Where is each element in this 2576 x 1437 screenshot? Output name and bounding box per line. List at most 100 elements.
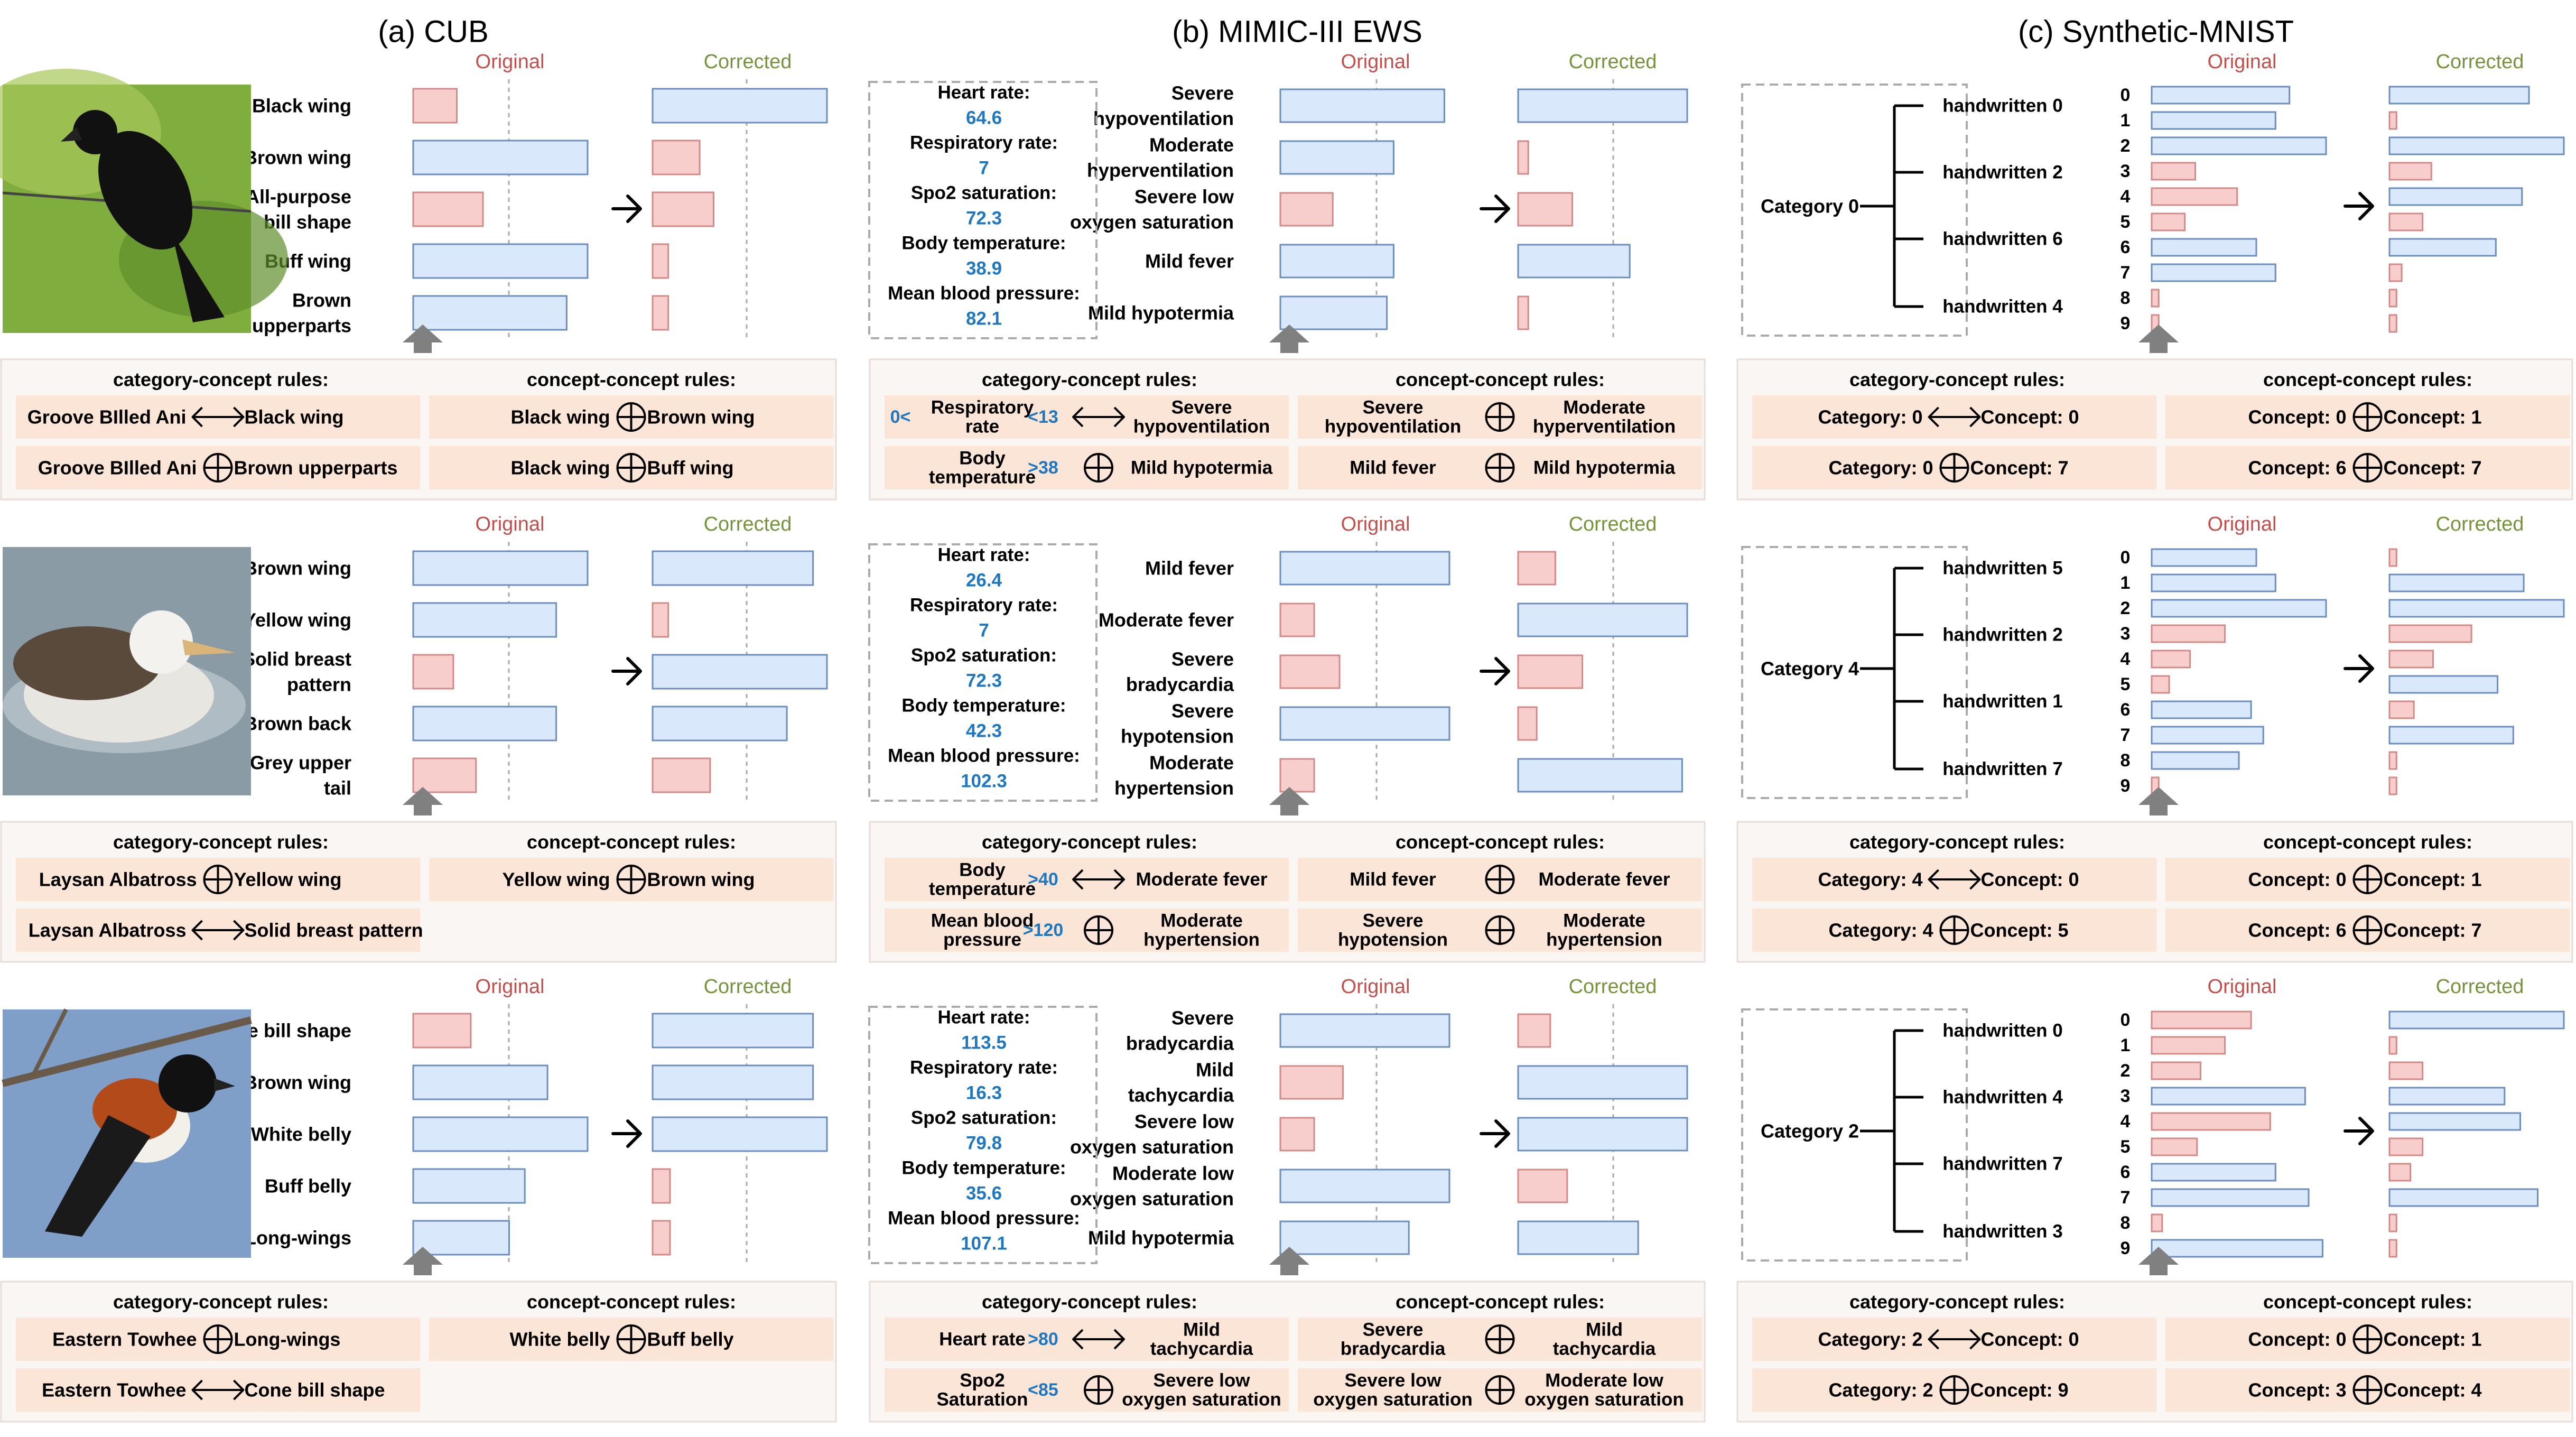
concept-label: Moderate fever xyxy=(1099,609,1234,631)
bird-photo xyxy=(0,69,288,333)
digit-label: 9 xyxy=(2121,1238,2131,1258)
rule-left: Saturation xyxy=(936,1389,1028,1410)
bar-corrected xyxy=(2388,136,2565,155)
corrected-label: Corrected xyxy=(704,513,792,535)
xor-icon xyxy=(203,453,233,483)
bird-wing xyxy=(13,626,161,700)
vital-value: 102.3 xyxy=(961,771,1007,792)
rule-right: Concept: 1 xyxy=(2384,1329,2482,1350)
digit-label: 2 xyxy=(2121,598,2131,618)
rule-left: Concept: 0 xyxy=(2248,406,2346,428)
xor-cross xyxy=(617,403,645,431)
rule-left: Severe low xyxy=(1345,1370,1442,1391)
bar-original xyxy=(2151,1137,2198,1156)
con-rules-title: concept-concept rules: xyxy=(1396,1291,1605,1313)
bar-original xyxy=(2151,162,2196,181)
concept-label: oxygen saturation xyxy=(1070,211,1234,233)
bar-original xyxy=(2151,136,2327,155)
rule-right: Severe xyxy=(1171,397,1232,418)
xor-cross xyxy=(2354,916,2382,944)
handwritten-label: handwritten 3 xyxy=(1942,1221,2063,1242)
vital-name: Heart rate: xyxy=(937,545,1030,565)
bird-photo xyxy=(3,547,251,795)
con-rules-title: concept-concept rules: xyxy=(2263,831,2472,853)
xor-cross xyxy=(204,454,232,481)
vital-name: Heart rate: xyxy=(937,1007,1030,1028)
concept-label: All-purpose xyxy=(246,186,351,208)
con-rules-title: concept-concept rules: xyxy=(527,369,736,391)
rule-left: Mean blood xyxy=(931,911,1034,931)
bar-corrected xyxy=(652,295,669,331)
bar-original xyxy=(2151,573,2276,592)
bar-corrected xyxy=(2388,1188,2538,1207)
corrected-label: Corrected xyxy=(704,976,792,998)
bar-original xyxy=(1279,706,1450,741)
original-label: Original xyxy=(2208,513,2277,535)
bar-original xyxy=(412,602,557,638)
bar-corrected xyxy=(2388,187,2523,206)
rule-right: Concept: 0 xyxy=(1981,869,2079,891)
threshold: >80 xyxy=(1028,1329,1058,1349)
rule-left: Black wing xyxy=(510,457,610,479)
rule-left: Category: 4 xyxy=(1828,920,1933,941)
threshold: >40 xyxy=(1028,869,1058,889)
iff-icon xyxy=(1928,1329,1981,1350)
vital-value: 26.4 xyxy=(966,570,1002,591)
rule-right: Moderate xyxy=(1563,397,1645,418)
digit-label: 5 xyxy=(2121,212,2131,232)
bird-tail xyxy=(172,233,225,322)
bar-original xyxy=(2151,726,2264,745)
rule-right: Brown upperparts xyxy=(234,457,398,479)
xor-icon xyxy=(616,453,646,483)
bar-corrected xyxy=(1517,192,1573,227)
bar-original xyxy=(1279,1117,1315,1152)
bar-original xyxy=(2151,86,2291,105)
column-header: (c) Synthetic-MNIST xyxy=(2018,15,2294,49)
category-box xyxy=(1741,1008,1968,1262)
iff-icon xyxy=(1928,406,1981,428)
xor-cross xyxy=(1486,1376,1514,1404)
original-label: Original xyxy=(476,976,545,998)
cat-rules-title: category-concept rules: xyxy=(113,831,329,853)
xor-icon xyxy=(2352,865,2383,894)
twig xyxy=(32,1008,68,1074)
corrected-label: Corrected xyxy=(2436,51,2524,73)
threshold: >120 xyxy=(1023,920,1064,940)
bar-original xyxy=(412,757,477,793)
category-box xyxy=(1741,546,1968,799)
up-arrow-icon xyxy=(2138,787,2179,815)
bar-corrected xyxy=(1517,654,1584,689)
concept-label: bradycardia xyxy=(1126,674,1234,696)
concept-label: Moderate low xyxy=(1112,1163,1234,1184)
bar-corrected xyxy=(2388,111,2397,130)
bar-original xyxy=(412,1220,510,1256)
bar-corrected xyxy=(652,757,711,793)
rule-left: Body xyxy=(959,860,1006,880)
concept-label: Brown wing xyxy=(244,147,351,169)
bar-original xyxy=(2151,624,2226,643)
rule-right: tachycardia xyxy=(1553,1339,1656,1359)
category-label: Category 2 xyxy=(1761,1120,1859,1142)
concept-label: Brown xyxy=(292,290,351,311)
xor-icon xyxy=(1084,915,1113,945)
rule-left: Eastern Towhee xyxy=(42,1379,186,1401)
rule-left: Groove BIlled Ani xyxy=(27,406,187,428)
bar-corrected xyxy=(1517,706,1538,741)
rule-right: Concept: 4 xyxy=(2384,1379,2482,1401)
vital-value: 7 xyxy=(979,158,989,179)
threshold: 0< xyxy=(890,407,911,427)
bar-original xyxy=(412,550,589,586)
bar-corrected xyxy=(652,140,701,175)
category-box xyxy=(1741,84,1968,337)
bar-corrected xyxy=(652,1220,671,1256)
bar-original xyxy=(2151,212,2186,231)
cat-rules-title: category-concept rules: xyxy=(113,369,329,391)
xor-cross xyxy=(204,866,232,893)
rule-left: Respiratory xyxy=(931,397,1034,418)
xor-icon xyxy=(1485,1324,1515,1354)
concept-label: Yellow wing xyxy=(244,609,351,631)
rule-left: bradycardia xyxy=(1341,1339,1446,1359)
xor-icon xyxy=(616,865,646,894)
con-rules-title: concept-concept rules: xyxy=(1396,831,1605,853)
rule-left: Severe xyxy=(1363,911,1424,931)
